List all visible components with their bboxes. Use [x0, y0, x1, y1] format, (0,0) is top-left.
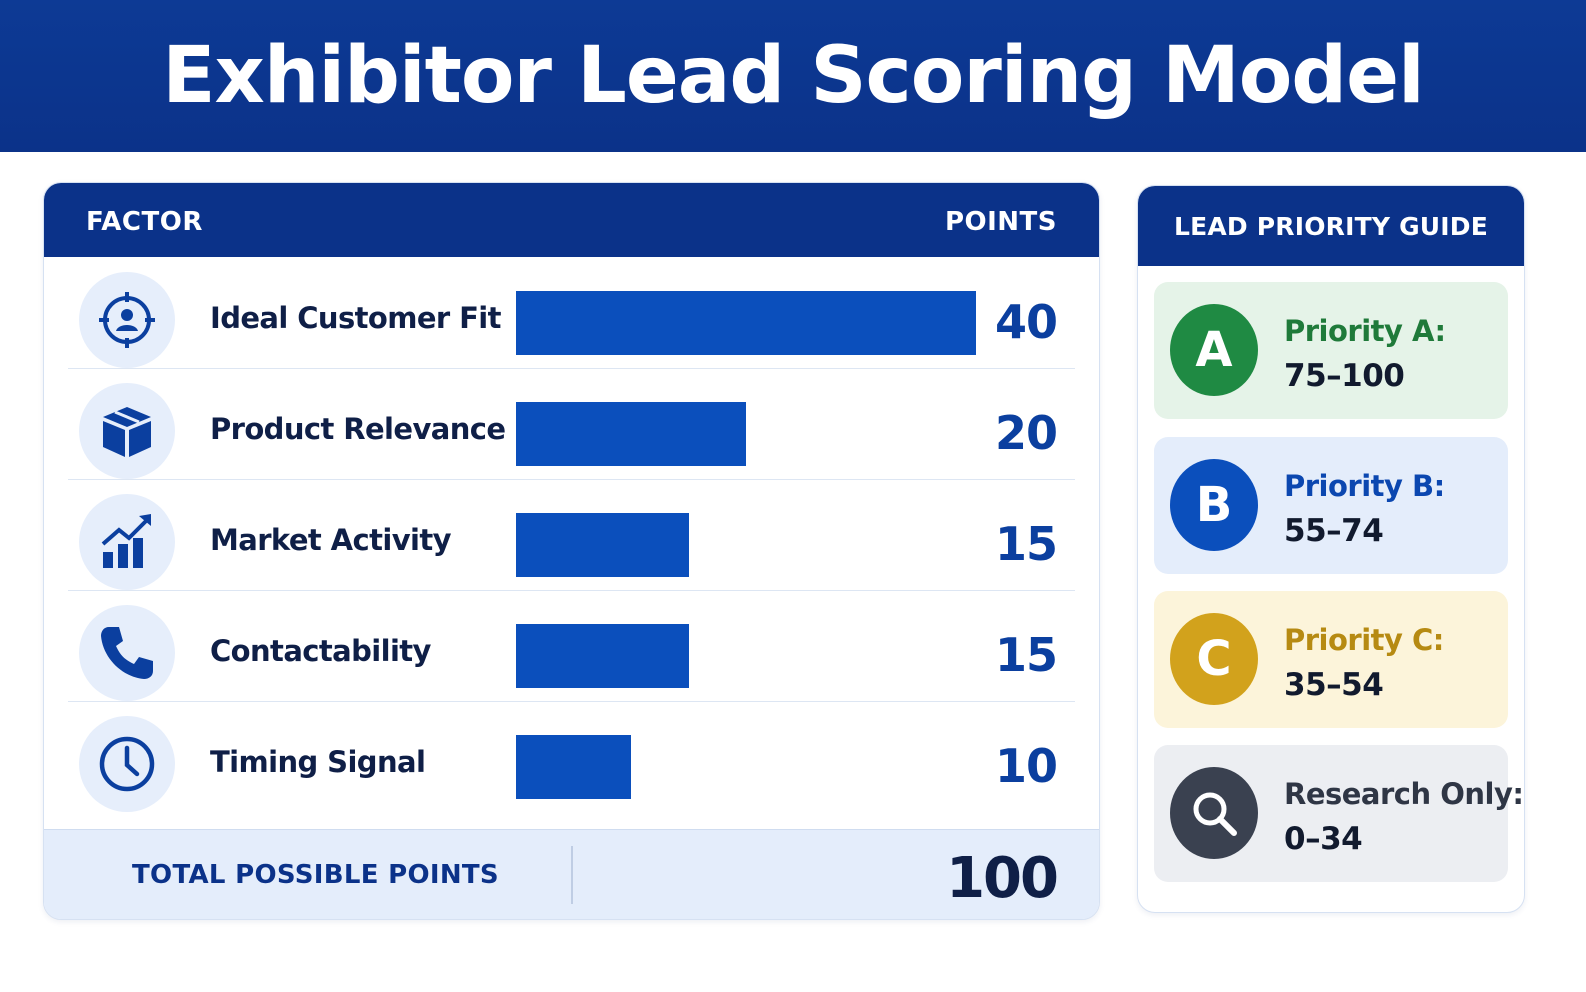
- factor-row: Market Activity 15: [44, 479, 1099, 590]
- bar-product-relevance: [516, 402, 746, 466]
- factor-label: Market Activity: [210, 523, 452, 557]
- factor-rows: Ideal Customer Fit 40 Product Relevance …: [44, 257, 1099, 812]
- bar-market-activity: [516, 513, 689, 577]
- chart-growth-icon: [79, 494, 175, 590]
- total-value: 100: [946, 846, 1059, 911]
- priority-c-range: 35–54: [1284, 667, 1384, 703]
- priority-c-badge: C: [1170, 613, 1258, 705]
- priority-c-card: C Priority C: 35–54: [1154, 591, 1508, 728]
- bar-ideal-customer-fit: [516, 291, 976, 355]
- points-column-header: POINTS: [944, 207, 1057, 237]
- priority-a-label: Priority A:: [1284, 314, 1446, 348]
- priority-b-badge: B: [1170, 459, 1258, 551]
- factor-label: Contactability: [210, 634, 431, 668]
- priority-b-range: 55–74: [1284, 513, 1384, 549]
- priority-guide: LEAD PRIORITY GUIDE A Priority A: 75–100…: [1137, 185, 1525, 913]
- phone-icon: [79, 605, 175, 701]
- factor-points: 15: [994, 628, 1058, 682]
- target-user-icon: [79, 272, 175, 368]
- factor-label: Product Relevance: [210, 412, 506, 446]
- box-icon: [79, 383, 175, 479]
- bar-timing-signal: [516, 735, 631, 799]
- factor-row: Contactability 15: [44, 590, 1099, 701]
- research-only-card: Research Only: 0–34: [1154, 745, 1524, 882]
- priority-a-card: A Priority A: 75–100: [1154, 282, 1508, 419]
- priority-a-range: 75–100: [1284, 358, 1405, 394]
- magnifier-icon: [1170, 767, 1258, 859]
- factor-column-header: FACTOR: [86, 207, 203, 237]
- factor-row: Timing Signal 10: [44, 701, 1099, 812]
- title-banner: Exhibitor Lead Scoring Model: [0, 0, 1586, 152]
- factor-points: 20: [994, 406, 1058, 460]
- total-divider: [571, 846, 573, 904]
- table-header: FACTOR POINTS: [44, 183, 1099, 257]
- factor-row: Ideal Customer Fit 40: [44, 257, 1099, 368]
- bar-contactability: [516, 624, 689, 688]
- guide-title: LEAD PRIORITY GUIDE: [1173, 212, 1489, 241]
- factor-row: Product Relevance 20: [44, 368, 1099, 479]
- factor-points: 40: [994, 295, 1058, 349]
- total-row: TOTAL POSSIBLE POINTS 100: [44, 829, 1099, 919]
- guide-header: LEAD PRIORITY GUIDE: [1138, 186, 1524, 266]
- factor-label: Ideal Customer Fit: [210, 301, 502, 335]
- priority-c-label: Priority C:: [1284, 623, 1444, 657]
- page-title: Exhibitor Lead Scoring Model: [162, 31, 1425, 121]
- priority-a-badge: A: [1170, 304, 1258, 396]
- priority-b-label: Priority B:: [1284, 469, 1445, 503]
- scoring-table: FACTOR POINTS Ideal Customer Fit 40: [43, 182, 1100, 920]
- factor-points: 15: [994, 517, 1058, 571]
- total-label: TOTAL POSSIBLE POINTS: [132, 860, 499, 890]
- research-only-range: 0–34: [1284, 821, 1363, 857]
- factor-points: 10: [994, 739, 1058, 793]
- research-only-label: Research Only:: [1284, 777, 1524, 811]
- factor-label: Timing Signal: [210, 745, 426, 779]
- clock-icon: [79, 716, 175, 812]
- priority-b-card: B Priority B: 55–74: [1154, 437, 1508, 574]
